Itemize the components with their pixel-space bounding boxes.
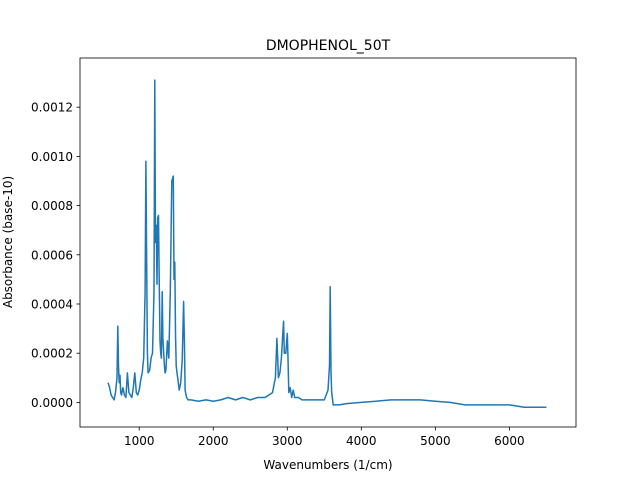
- axes-frame: [79, 57, 577, 428]
- x-tick-label: 4000: [346, 434, 377, 448]
- x-axis: 1000 2000 3000 4000 5000 6000: [124, 427, 525, 448]
- y-tick-label: 0.0012: [31, 101, 73, 115]
- y-tick-label: 0.0008: [31, 199, 73, 213]
- series-line: [107, 79, 547, 409]
- y-axis: 0.0000 0.0002 0.0004 0.0006 0.0008 0.0010 0.00…: [31, 101, 80, 410]
- x-tick-label: 5000: [420, 434, 451, 448]
- y-tick-label: 0.0006: [31, 248, 73, 262]
- y-tick-label: 0.0010: [31, 150, 73, 164]
- x-axis-label: Wavenumbers (1/cm): [263, 458, 392, 472]
- chart-title: DMOPHENOL_50T: [266, 38, 391, 54]
- plot-area: [107, 79, 547, 409]
- y-axis-label: Absorbance (base-10): [1, 176, 15, 308]
- y-tick-label: 0.0004: [31, 298, 73, 312]
- x-tick-label: 6000: [494, 434, 525, 448]
- y-tick-label: 0.0000: [31, 396, 73, 410]
- y-tick-label: 0.0002: [31, 347, 73, 361]
- x-tick-label: 3000: [272, 434, 303, 448]
- x-tick-label: 1000: [124, 434, 155, 448]
- x-tick-label: 2000: [198, 434, 229, 448]
